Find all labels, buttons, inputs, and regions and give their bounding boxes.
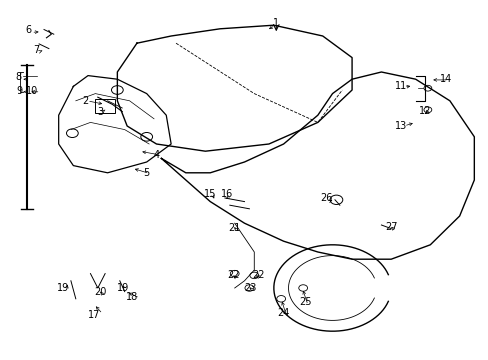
Text: 18: 18: [125, 292, 138, 302]
Text: 22: 22: [227, 270, 240, 280]
Text: 20: 20: [94, 287, 106, 297]
Text: 2: 2: [82, 96, 88, 106]
Text: 26: 26: [320, 193, 332, 203]
Text: 19: 19: [117, 283, 129, 293]
Text: 11: 11: [394, 81, 407, 91]
Text: 23: 23: [244, 283, 256, 293]
Text: 5: 5: [143, 168, 149, 178]
Text: 14: 14: [439, 74, 451, 84]
Text: 1: 1: [273, 18, 279, 28]
Text: 22: 22: [251, 270, 264, 280]
Text: 17: 17: [87, 310, 100, 320]
Text: 21: 21: [228, 222, 241, 233]
Text: 19: 19: [57, 283, 70, 293]
Text: 16: 16: [221, 189, 233, 199]
Text: 24: 24: [277, 308, 289, 318]
Text: 12: 12: [418, 106, 431, 116]
Text: 15: 15: [203, 189, 216, 199]
Text: 13: 13: [394, 121, 407, 131]
Text: 8: 8: [16, 72, 21, 82]
Text: 25: 25: [299, 297, 311, 307]
Text: 9: 9: [17, 86, 22, 96]
Text: 27: 27: [384, 222, 397, 232]
Text: 4: 4: [153, 150, 159, 160]
Text: 6: 6: [25, 24, 31, 35]
Text: 10: 10: [25, 86, 38, 96]
Text: 7: 7: [34, 45, 40, 55]
Text: 3: 3: [97, 107, 103, 117]
